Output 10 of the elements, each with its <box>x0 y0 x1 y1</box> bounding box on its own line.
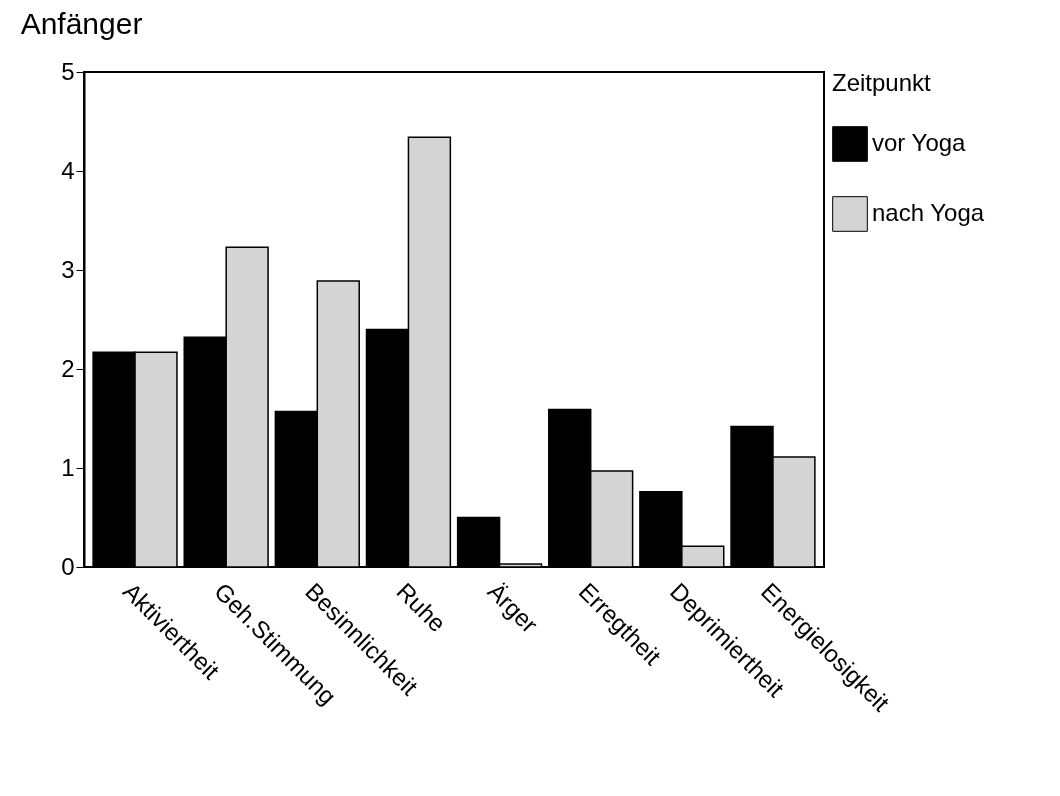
y-tick-label: 0 <box>61 552 75 580</box>
chart-title: Anfänger <box>20 7 143 40</box>
y-tick-label: 2 <box>61 354 75 382</box>
legend-label: nach Yoga <box>872 199 985 226</box>
legend-label: vor Yoga <box>872 129 967 156</box>
legend-title: Zeitpunkt <box>832 69 932 96</box>
y-tick-label: 5 <box>61 57 75 85</box>
y-tick-label: 3 <box>61 255 75 283</box>
y-tick-label: 1 <box>61 453 75 481</box>
y-tick-label: 4 <box>61 156 75 184</box>
